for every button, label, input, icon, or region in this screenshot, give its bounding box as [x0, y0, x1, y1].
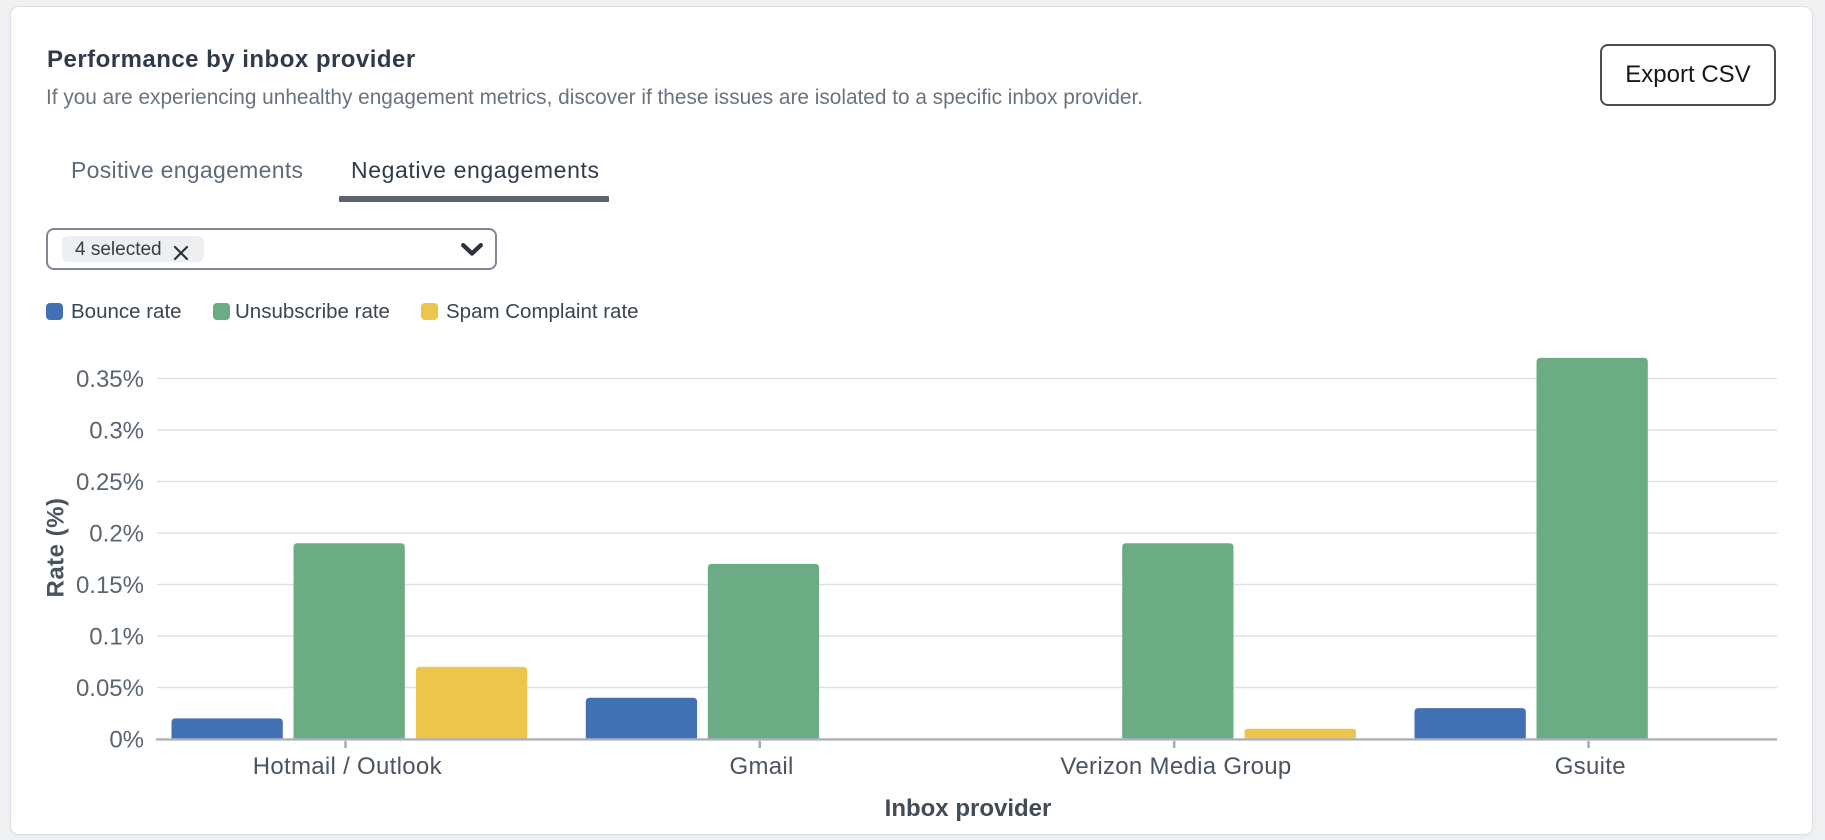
svg-text:0.3%: 0.3%	[89, 418, 144, 445]
svg-text:Hotmail / Outlook: Hotmail / Outlook	[253, 753, 443, 780]
svg-text:0.1%: 0.1%	[89, 624, 144, 651]
svg-text:Inbox provider: Inbox provider	[885, 795, 1052, 822]
svg-text:0.2%: 0.2%	[89, 521, 144, 548]
svg-text:Gsuite: Gsuite	[1555, 753, 1626, 780]
svg-text:0%: 0%	[109, 727, 144, 754]
svg-text:0.25%: 0.25%	[76, 469, 144, 496]
svg-text:Gmail: Gmail	[730, 753, 794, 780]
svg-text:0.05%: 0.05%	[76, 675, 144, 702]
svg-text:Rate (%): Rate (%)	[43, 497, 70, 597]
svg-text:0.15%: 0.15%	[76, 572, 144, 599]
svg-text:0.35%: 0.35%	[76, 366, 144, 393]
svg-text:Verizon Media Group: Verizon Media Group	[1060, 753, 1291, 780]
